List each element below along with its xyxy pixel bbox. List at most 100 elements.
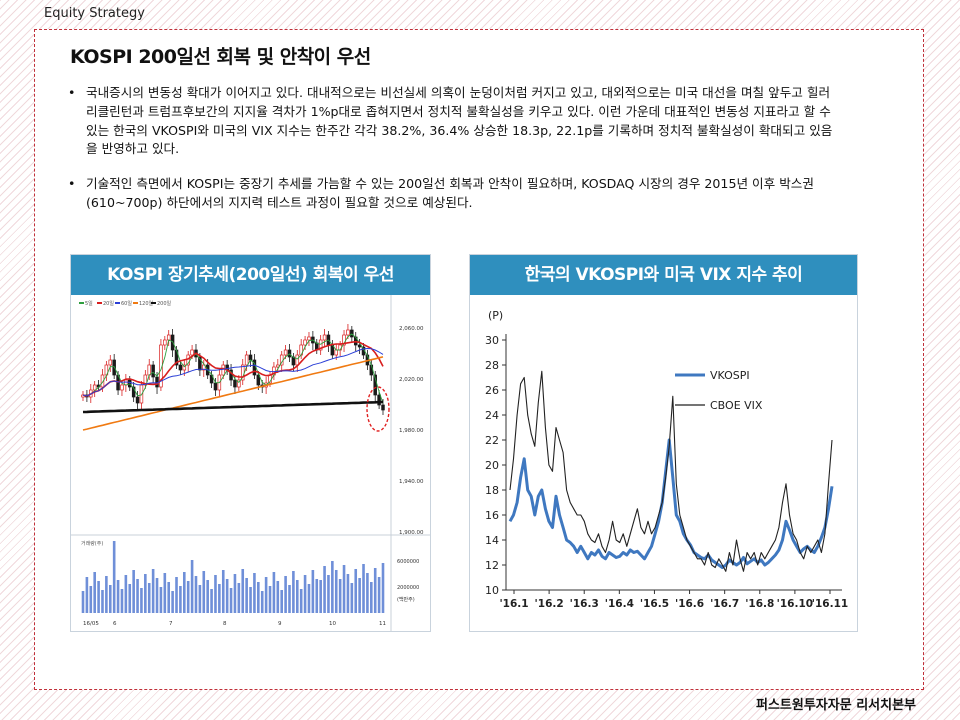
volume-bar [221,570,225,613]
volume-tick-label: (백만주) [397,596,415,603]
bullet-item: • 국내증시의 변동성 확대가 이어지고 있다. 대내적으로는 비선실세 의혹이… [68,84,838,159]
candle-body [346,329,350,336]
y-axis-unit-label: (P) [488,309,503,322]
candle-body [100,374,105,388]
volume-bar [323,566,326,613]
volume-bar [179,586,182,613]
candle-body [190,349,194,356]
volume-bar [377,577,381,613]
ma200-line [82,400,384,414]
volume-bar [342,565,346,613]
vkospi-series-line [508,438,834,569]
volume-bar [229,588,233,613]
ma-legend-label: 120일 [139,300,154,307]
volume-bar [194,576,198,613]
volume-bar [373,568,377,613]
candle-body [198,356,202,371]
highlight-circle-icon [366,386,390,432]
volume-bar [334,570,338,613]
y-tick-label: 22 [485,434,499,447]
volume-bar [249,587,252,613]
candle-body [233,379,237,388]
volume-bar [381,563,385,613]
volume-bar [159,587,163,613]
volume-bar [105,576,108,613]
candle-body [108,359,113,366]
volume-bar [237,583,241,613]
volume-bar [260,591,264,613]
volume-legend-label: 거래량(주) [81,540,103,547]
candle-body [213,382,218,391]
y-tick-label: 28 [485,359,499,372]
x-tick-label: '16.8 [745,598,774,610]
volatility-chart-panel: 한국의 VKOSPI와 미국 VIX 지수 추이 (P) 30 28 26 24 22 2… [469,254,858,632]
volume-bar [299,589,303,613]
volume-bar [346,574,350,613]
volume-bar [354,569,358,613]
volume-bar [233,574,237,613]
volume-bar [268,586,272,613]
candle-body [92,384,97,391]
candle-body [147,364,151,376]
x-tick-label: '16.2 [535,598,564,610]
volume-bar [295,580,299,613]
candle-body [131,386,136,398]
volume-bar [303,575,307,613]
volume-bar [120,589,124,613]
volume-bar [288,585,291,613]
volume-bar [155,578,159,613]
volume-bar [253,573,256,613]
volume-bar [182,572,186,613]
x-tick-label: '16.3 [570,598,599,610]
candle-body [178,364,183,371]
x-tick-label: '16.7 [710,598,739,610]
y-tick-label: 20 [485,459,499,472]
legend-label: CBOE VIX [710,399,763,412]
bullet-text: 국내증시의 변동성 확대가 이어지고 있다. 대내적으로는 비선실세 의혹이 눈… [86,85,833,157]
volume-bar [350,583,354,613]
price-tick-label: 1,980.00 [399,428,424,434]
volume-bar [85,577,89,613]
candle-body [381,404,385,411]
kospi-chart: 5일 20일 60일 120일 200일 2,060.00 2,020.00 1,980.0… [71,295,430,631]
volume-bar [101,590,104,613]
volume-bar [210,589,213,613]
volume-bar [186,581,190,613]
volume-bar [206,580,209,613]
volume-bar [331,561,334,613]
volume-bar [292,571,295,613]
ma120-line [82,356,384,431]
legend-label: VKOSPI [710,369,750,382]
volume-bar [272,572,276,613]
volume-bar [280,590,284,613]
ma-legend-label: 20일 [103,300,114,307]
volume-bar [124,575,128,613]
candle-body [377,394,381,406]
date-tick-label: 9 [278,621,282,627]
volume-bar [190,560,194,613]
candle-body [248,354,253,361]
footer-org: 퍼스트원투자자문 리서치본부 [755,698,916,713]
x-tick-label: '16.10 [777,598,813,610]
volume-bar [264,577,268,613]
volume-bar [315,579,319,613]
candle-body [202,364,206,371]
volume-bar [171,591,174,613]
candle-body [334,349,338,356]
volume-bar [245,578,248,613]
volume-bar [81,591,85,613]
bullet-list: • 국내증시의 변동성 확대가 이어지고 있다. 대내적으로는 비선실세 의혹이… [68,84,838,229]
candle-body [303,339,307,346]
volume-bar [167,582,171,613]
volume-bar [327,575,330,613]
kospi-chart-title: KOSPI 장기추세(200일선) 회복이 우선 [71,255,430,295]
volume-bar [112,541,116,613]
volume-bar [198,585,202,613]
volume-bar [276,581,280,613]
candle-body [163,339,167,346]
candle-body [283,349,288,356]
volume-bar [370,582,373,613]
date-tick-label: 8 [223,621,227,627]
kospi-chart-panel: KOSPI 장기추세(200일선) 회복이 우선 5일 20일 60일 120일 200… [70,254,431,632]
ma-legend-label: 60일 [121,300,132,307]
